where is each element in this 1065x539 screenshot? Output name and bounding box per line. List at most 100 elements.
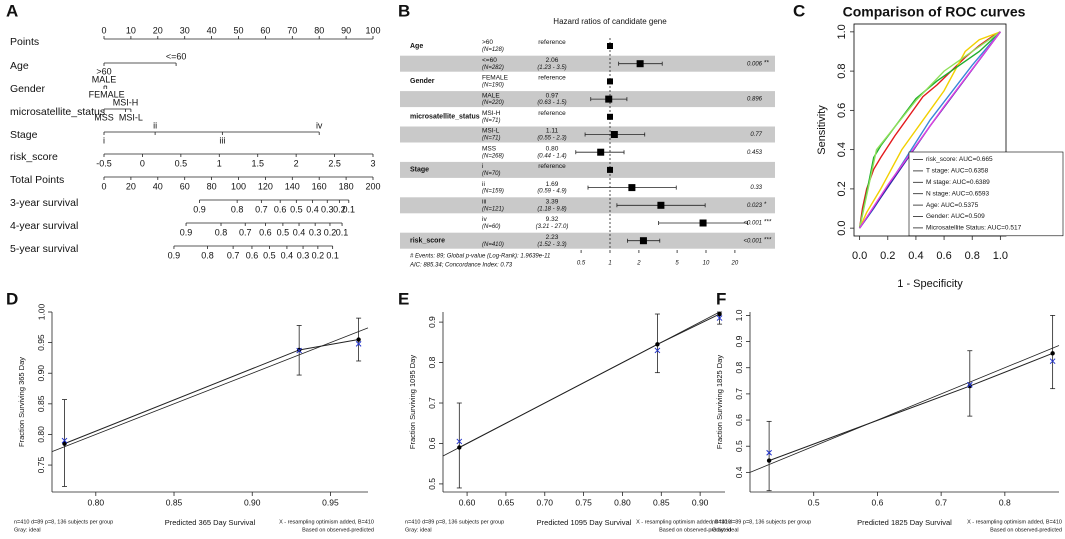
footnote: Gray: ideal xyxy=(712,527,739,533)
level-label: >60 xyxy=(96,66,111,76)
y-tick-label: 0.8 xyxy=(734,362,744,374)
row-label: Points xyxy=(10,36,39,48)
tick-label: 20 xyxy=(126,181,136,191)
tick-label: 0.5 xyxy=(263,250,276,260)
tick-label: 2.5 xyxy=(328,158,341,168)
y-tick-label: 0.6 xyxy=(427,437,437,449)
ci-label: (1.18 - 9.8) xyxy=(537,206,566,212)
observed-point xyxy=(356,337,361,342)
tick-label: 40 xyxy=(153,181,163,191)
tick-label: 0.3 xyxy=(321,204,334,214)
significance: * xyxy=(764,201,767,208)
hr-marker xyxy=(699,219,707,227)
p-value: 0.006 xyxy=(747,61,763,67)
ci-label: (3.21 - 27.0) xyxy=(536,224,569,230)
level-label: i xyxy=(103,135,105,145)
row-label: 3-year survival xyxy=(10,197,78,209)
count-label: (N=268) xyxy=(482,153,504,159)
observed-point xyxy=(717,311,722,317)
x-tick-label: 0.85 xyxy=(653,497,670,507)
x-tick-label: 0.4 xyxy=(908,250,923,262)
y-tick-label: 0.7 xyxy=(427,397,437,409)
variable-label: microsatellite_status xyxy=(410,114,480,121)
observed-point xyxy=(62,441,67,446)
significance: *** xyxy=(764,236,772,243)
x-tick-label: 0.80 xyxy=(88,497,105,507)
level-label: iii xyxy=(219,135,225,145)
calibration-line xyxy=(768,352,1053,462)
variable-label: Stage xyxy=(410,167,429,174)
tick-label: 3 xyxy=(370,158,375,168)
x-tick-label: 0.6 xyxy=(936,250,951,262)
count-label: (N=282) xyxy=(482,65,504,71)
tick-label: 160 xyxy=(312,181,327,191)
tick-label: 0 xyxy=(140,158,145,168)
p-value: 0.453 xyxy=(747,150,763,156)
count-label: (N=410) xyxy=(482,242,504,248)
tick-label: 0.2 xyxy=(324,227,337,237)
tick-label: 0.1 xyxy=(343,204,356,214)
corrected-point xyxy=(766,449,772,456)
y-tick-label: 0.4 xyxy=(734,466,744,478)
footnote: n=410 d=89 p=8, 136 subjects per group xyxy=(14,519,113,525)
x-tick-label: 0.85 xyxy=(166,497,183,507)
y-axis-label: Fraction Surviving 365 Day xyxy=(17,357,26,447)
y-axis-label: Sensitivity xyxy=(816,105,828,155)
x-tick-label: 0.6 xyxy=(872,497,884,507)
x-tick-label: 0.0 xyxy=(852,250,867,262)
tick-label: 0.8 xyxy=(231,204,244,214)
corrected-point xyxy=(1049,358,1056,365)
hr-label: reference xyxy=(538,39,566,46)
row-label: microsatellite_status xyxy=(10,106,105,118)
observed-point xyxy=(967,383,973,389)
x-tick-label: 0.5 xyxy=(808,497,820,507)
hr-label: 9.32 xyxy=(546,216,559,223)
variable-label: risk_score xyxy=(410,238,445,245)
panel-label: A xyxy=(6,1,18,20)
hr-marker xyxy=(639,237,647,245)
legend-label: Gender: AUC=0.509 xyxy=(926,213,985,220)
y-tick-label: 0.4 xyxy=(836,142,848,157)
y-tick-label: 0.80 xyxy=(36,426,46,443)
roc-curve xyxy=(858,31,1001,229)
reference-marker xyxy=(607,113,613,120)
observed-point xyxy=(766,458,772,463)
legend-label: Microsatellite Status: AUC=0.517 xyxy=(926,225,1022,232)
tick-label: 0.7 xyxy=(227,250,240,260)
row-label: 5-year survival xyxy=(10,243,78,255)
x-axis-label: 1 - Specificity xyxy=(897,278,963,290)
ci-label: (0.44 - 1.4) xyxy=(537,153,566,159)
tick-label: 0.1 xyxy=(326,250,339,260)
tick-label: 0.6 xyxy=(246,250,259,260)
hr-marker xyxy=(628,184,636,192)
panel-label: C xyxy=(793,1,805,20)
hr-label: 3.39 xyxy=(546,199,559,206)
footnote: Based on observed-predicted xyxy=(659,527,731,533)
x-tick-label: 0.90 xyxy=(692,497,709,507)
level-label: >60 xyxy=(482,39,493,46)
panel-label: D xyxy=(6,289,18,308)
panel-label: E xyxy=(398,289,409,308)
row-band xyxy=(400,161,775,178)
tick-label: 90 xyxy=(341,25,351,35)
reference-marker xyxy=(607,78,613,85)
footnote: Gray: ideal xyxy=(405,527,432,533)
footnote: Based on observed-predicted xyxy=(990,527,1062,533)
calibration-line xyxy=(64,339,359,445)
level-label: MALE xyxy=(92,74,117,84)
footnote: Gray: ideal xyxy=(14,527,41,533)
tick-label: 0.5 xyxy=(277,227,290,237)
roc-curve xyxy=(859,31,1001,229)
hr-marker xyxy=(610,131,618,138)
ci-label: (1.52 - 3.3) xyxy=(537,242,566,248)
significance: ** xyxy=(764,59,770,66)
y-tick-label: 0.2 xyxy=(836,181,848,196)
count-label: (N=71) xyxy=(482,136,501,142)
p-value: <0.001 xyxy=(743,221,762,227)
tick-label: 0.2 xyxy=(333,204,346,214)
variable-label: Age xyxy=(410,43,423,50)
hr-label: reference xyxy=(538,75,566,82)
tick-label: 140 xyxy=(285,181,300,191)
x-tick-label: 0.2 xyxy=(880,250,895,262)
hr-marker xyxy=(597,148,605,156)
